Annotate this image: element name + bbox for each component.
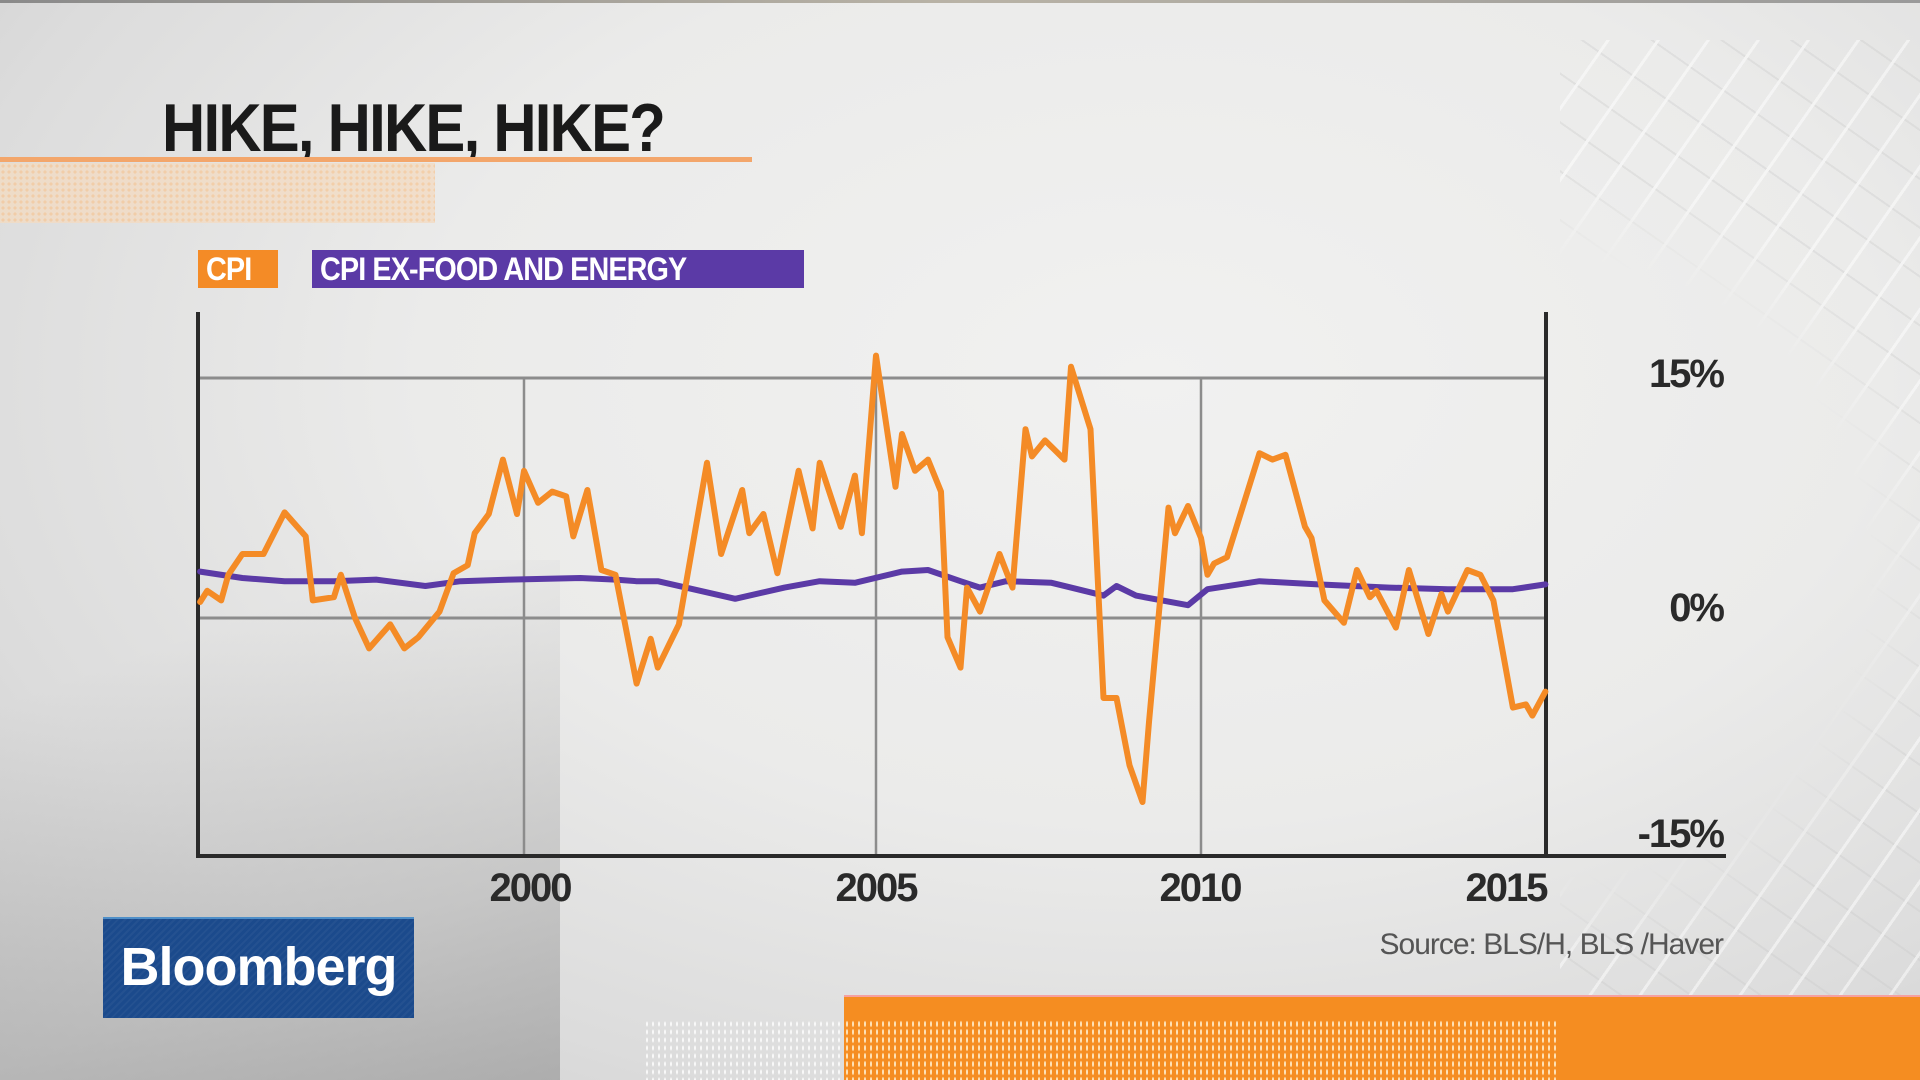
- series-core-cpi-line: [197, 567, 1549, 609]
- footer-dot-pattern-gray: [644, 1020, 844, 1080]
- source-note: Source: BLS/H, BLS /Haver: [1379, 928, 1724, 961]
- footer-dot-pattern-orange: [844, 1020, 1556, 1080]
- legend-cpi: CPI: [198, 250, 278, 288]
- legend-cpi-label: CPI: [206, 251, 252, 287]
- legend-core-label: CPI EX-FOOD AND ENERGY: [320, 251, 687, 287]
- x-tick-2005: 2005: [835, 866, 919, 910]
- title-underline: [0, 157, 752, 162]
- legend-core-cpi: CPI EX-FOOD AND ENERGY: [312, 250, 804, 288]
- background-architecture: [1560, 40, 1920, 1000]
- y-tick-0: 0%: [1669, 586, 1725, 630]
- series-cpi-line: [197, 352, 1549, 805]
- y-tick-15: 15%: [1648, 352, 1725, 396]
- x-tick-2015: 2015: [1465, 866, 1549, 910]
- page-title: HIKE, HIKE, HIKE?: [162, 90, 666, 166]
- bloomberg-logo: Bloomberg: [103, 917, 414, 1018]
- y-tick-minus-15: -15%: [1637, 812, 1725, 856]
- top-border: [0, 0, 1920, 3]
- x-tick-2010: 2010: [1159, 866, 1243, 910]
- title-dot-pattern: [0, 163, 435, 223]
- x-tick-2000: 2000: [489, 866, 573, 910]
